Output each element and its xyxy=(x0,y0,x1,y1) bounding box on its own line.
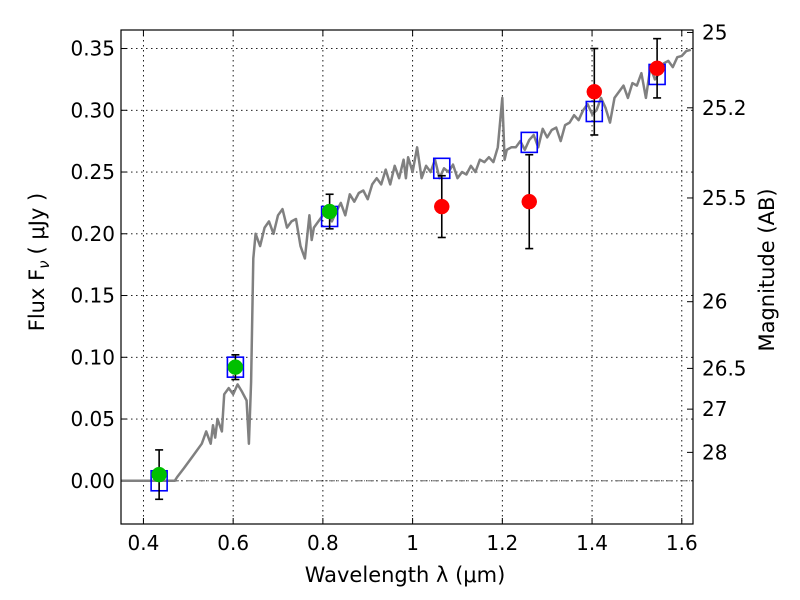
detection-point xyxy=(151,466,167,483)
x-tick-label: 0.8 xyxy=(307,531,339,555)
x-tick-label: 1.4 xyxy=(576,531,608,555)
right-axis-tick-labels: 25 25.2 25.5 26 26.5 27 28 xyxy=(702,20,747,464)
axes xyxy=(120,29,694,525)
red-data-point xyxy=(586,84,603,100)
x-tick-label: 1 xyxy=(406,531,419,555)
y-tick-labels: 0.00 0.05 0.10 0.15 0.20 0.25 0.30 0.35 xyxy=(70,37,115,493)
y-axis-title-text: Flux F xyxy=(25,269,49,331)
detection-point xyxy=(227,359,244,375)
y-tick-label: 0.35 xyxy=(70,37,115,61)
y-tick-label: 0.15 xyxy=(70,284,115,308)
right-tick-label: 25.5 xyxy=(702,186,747,210)
x-tick-label: 1.2 xyxy=(486,531,518,555)
x-tick-label: 0.6 xyxy=(217,531,249,555)
grid-lines xyxy=(121,30,693,524)
x-axis-title: Wavelength λ (μm) xyxy=(305,563,506,587)
y-tick-label: 0.30 xyxy=(70,98,115,122)
right-tick-label: 25 xyxy=(702,20,727,44)
y-tick-label: 0.10 xyxy=(70,345,115,369)
sed-line xyxy=(121,48,692,483)
y-axis-title: Flux Fν ( μJy ) xyxy=(25,193,53,332)
right-tick-label: 26 xyxy=(702,290,727,314)
x-tick-label: 1.6 xyxy=(666,531,698,555)
right-tick-label: 25.2 xyxy=(702,96,747,120)
right-axis-title: Magnitude (AB) xyxy=(755,188,779,351)
y-tick-label: 0.05 xyxy=(70,407,115,431)
right-tick-label: 28 xyxy=(702,440,727,464)
y-tick-label: 0.00 xyxy=(70,469,115,493)
x-tick-labels: 0.4 0.6 0.8 1 1.2 1.4 1.6 xyxy=(128,531,698,555)
tick-marks xyxy=(121,30,693,524)
detection-point xyxy=(321,203,338,220)
red-data-point xyxy=(649,60,665,77)
red-data-point xyxy=(434,198,450,215)
y-axis-title-unit: ( μJy ) xyxy=(25,193,49,255)
right-tick-label: 26.5 xyxy=(702,356,747,380)
red-data-point xyxy=(521,193,538,210)
plot-frame xyxy=(120,29,694,525)
data-series xyxy=(121,37,692,501)
x-tick-label: 0.4 xyxy=(128,531,160,555)
model-box-marker xyxy=(520,131,539,154)
y-tick-label: 0.20 xyxy=(70,222,115,246)
right-tick-label: 27 xyxy=(702,397,727,421)
y-tick-label: 0.25 xyxy=(70,160,115,184)
y-axis-title-subscript: ν xyxy=(35,260,53,268)
